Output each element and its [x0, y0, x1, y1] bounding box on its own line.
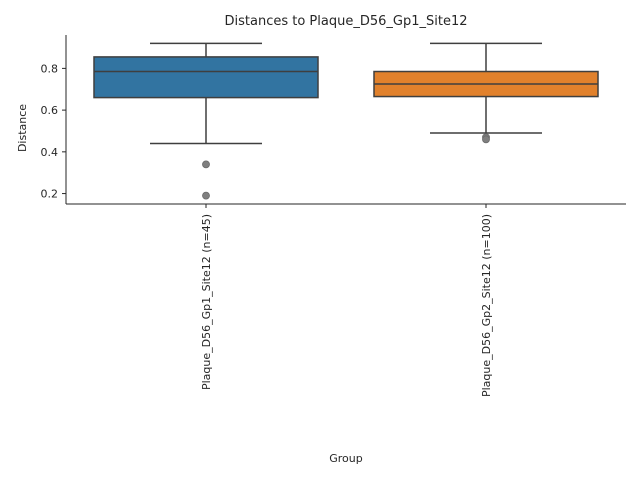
outlier-point — [202, 191, 210, 200]
box-group — [373, 42, 599, 144]
y-tick-label: 0.2 — [41, 188, 59, 201]
x-tick-label: Plaque_D56_Gp1_Site12 (n=45) — [200, 214, 213, 390]
y-tick-label: 0.8 — [41, 62, 59, 75]
y-axis-label: Distance — [16, 104, 29, 152]
box — [93, 56, 319, 99]
boxes — [93, 42, 599, 200]
y-tick-label: 0.4 — [41, 146, 59, 159]
y-ticks: 0.2 0.4 0.6 0.8 — [41, 62, 66, 201]
chart-title: Distances to Plaque_D56_Gp1_Site12 — [225, 14, 468, 29]
y-tick-label: 0.6 — [41, 104, 59, 117]
x-ticks: Plaque_D56_Gp1_Site12 (n=45) Plaque_D56_G… — [200, 204, 493, 397]
box-group — [93, 42, 319, 200]
outlier-point — [202, 160, 210, 169]
x-axis-label: Group — [329, 452, 363, 465]
x-tick-label: Plaque_D56_Gp2_Site12 (n=100) — [480, 214, 493, 397]
outlier-point — [482, 135, 490, 144]
